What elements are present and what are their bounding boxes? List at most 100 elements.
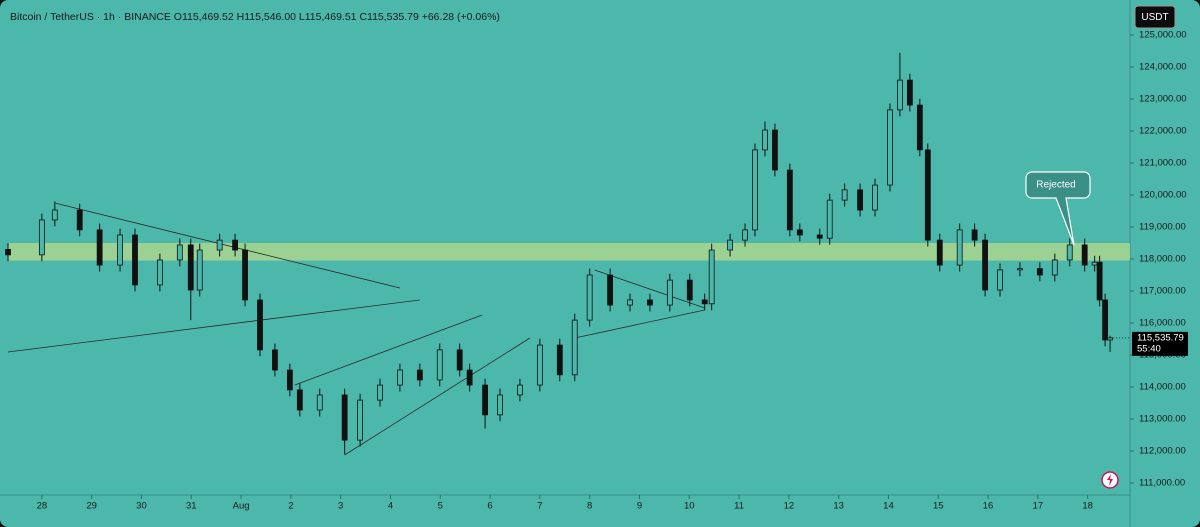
candle-body <box>5 249 11 256</box>
candle <box>1081 238 1088 272</box>
candle <box>316 388 323 417</box>
candle-body <box>1081 244 1088 266</box>
candle <box>482 378 488 429</box>
candle-body <box>627 299 633 306</box>
y-tick-label: 122,000.00 <box>1139 126 1187 137</box>
candle-body <box>916 104 923 151</box>
candle <box>341 388 348 455</box>
candle-body <box>571 319 578 376</box>
candle <box>916 98 923 157</box>
x-tick-label: 9 <box>637 501 642 512</box>
last-price-box <box>1132 331 1188 356</box>
annotation-text: Rejected <box>1036 180 1075 191</box>
candle-body <box>1102 299 1108 341</box>
candle-body <box>586 274 593 321</box>
candle-body <box>816 234 823 239</box>
candle <box>708 243 715 311</box>
candle <box>647 293 653 312</box>
x-tick-label: 14 <box>883 501 894 512</box>
candle-body <box>272 349 278 371</box>
candle <box>536 338 543 392</box>
candle <box>196 243 203 297</box>
candle-body <box>762 129 768 151</box>
candle-body <box>242 249 248 301</box>
x-tick-label: 4 <box>388 501 393 512</box>
candle <box>586 268 593 327</box>
candle <box>272 343 278 377</box>
candle <box>132 228 138 292</box>
candle-body <box>377 384 383 401</box>
y-tick-label: 123,000.00 <box>1139 94 1187 105</box>
trendline-layer <box>7 202 705 456</box>
x-tick-label: 12 <box>784 501 795 512</box>
logo <box>1101 471 1119 489</box>
candle <box>517 378 523 402</box>
candle <box>286 363 293 397</box>
x-tick-label: 15 <box>933 501 944 512</box>
x-tick-label: 6 <box>487 501 492 512</box>
candle <box>752 143 758 237</box>
candle <box>826 193 833 245</box>
candle-body <box>924 149 931 241</box>
candle-body <box>982 239 988 291</box>
candle <box>982 233 988 297</box>
candle <box>971 223 978 247</box>
candle-body <box>686 279 693 301</box>
candle <box>742 223 748 247</box>
candle <box>117 228 123 272</box>
candle-body <box>1036 268 1043 276</box>
candle-body <box>1051 259 1058 276</box>
y-tick-label: 124,000.00 <box>1139 62 1187 73</box>
candle <box>296 383 303 417</box>
currency-box[interactable] <box>1134 5 1176 29</box>
candle-body <box>857 189 863 211</box>
candle-body <box>187 244 194 291</box>
x-tick-label: 30 <box>136 501 147 512</box>
candle-body <box>708 249 715 305</box>
candle-body <box>341 394 348 441</box>
candle-body <box>176 244 183 261</box>
candle-body <box>416 369 423 381</box>
y-tick-label: 116,000.00 <box>1139 318 1186 329</box>
candle <box>872 178 878 217</box>
candle <box>956 223 963 272</box>
support-zone <box>8 243 1130 261</box>
candle-body <box>196 249 203 291</box>
candle <box>841 183 848 207</box>
candle-body <box>132 234 138 286</box>
candle <box>727 233 734 257</box>
trendline <box>574 309 705 339</box>
candle-body <box>257 299 263 351</box>
candle <box>5 243 11 262</box>
candle <box>571 313 578 382</box>
y-tick-label: 118,000.00 <box>1139 254 1186 265</box>
candle-body <box>772 129 778 171</box>
candle-body <box>38 219 45 256</box>
candle <box>416 363 423 387</box>
x-tick-label: 2 <box>288 501 293 512</box>
candle-body <box>466 369 473 386</box>
candle <box>176 238 183 267</box>
y-tick-label: 114,000.00 <box>1139 382 1186 393</box>
candle-body <box>357 399 363 441</box>
candle <box>456 343 463 377</box>
candle <box>627 293 633 312</box>
y-tick-label: 125,000.00 <box>1139 30 1187 41</box>
candle <box>1051 253 1058 282</box>
candle <box>76 203 83 237</box>
candle <box>216 233 223 257</box>
trendline <box>7 299 420 353</box>
candle-body <box>96 229 103 266</box>
x-tick-label: 31 <box>186 501 197 512</box>
x-tick-label: 7 <box>537 501 542 512</box>
candle-body <box>156 259 163 286</box>
candle-body <box>841 189 848 201</box>
candle-body <box>51 209 58 221</box>
currency-label[interactable]: USDT <box>1141 12 1168 23</box>
x-tick-label: 13 <box>833 501 844 512</box>
candle-body <box>997 269 1003 291</box>
x-tick-label: 16 <box>983 501 994 512</box>
x-tick-label: 18 <box>1082 501 1093 512</box>
